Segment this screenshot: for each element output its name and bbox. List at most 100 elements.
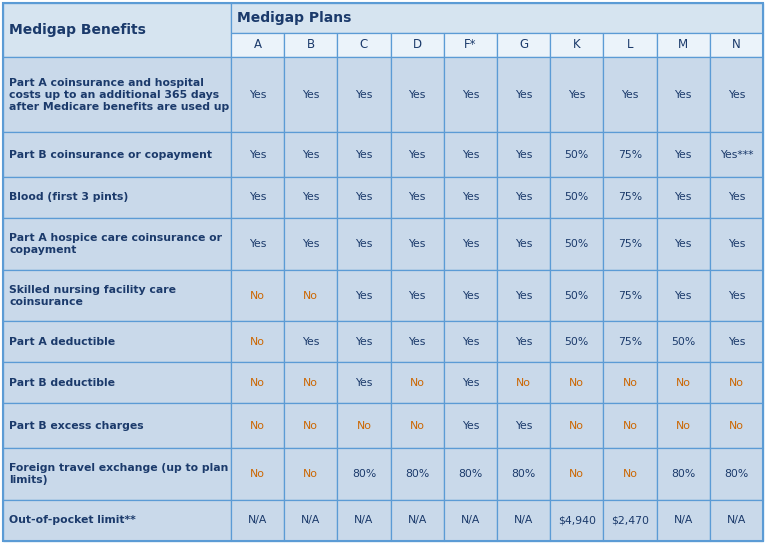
Bar xyxy=(337,177,391,218)
Bar xyxy=(284,177,337,218)
Text: No: No xyxy=(303,469,319,479)
Bar xyxy=(231,33,284,57)
Bar xyxy=(284,33,337,57)
Text: Yes: Yes xyxy=(675,239,692,249)
Bar xyxy=(337,403,391,448)
Bar xyxy=(550,57,604,133)
Text: Yes: Yes xyxy=(462,90,479,100)
Bar xyxy=(497,133,550,177)
Bar xyxy=(3,177,231,218)
Bar xyxy=(497,362,550,403)
Bar xyxy=(604,57,656,133)
Text: 80%: 80% xyxy=(512,469,535,479)
Text: No: No xyxy=(250,421,265,430)
Bar xyxy=(550,448,604,500)
Text: Part A hospice care coinsurance or
copayment: Part A hospice care coinsurance or copay… xyxy=(9,233,222,255)
Text: No: No xyxy=(516,378,531,388)
Bar xyxy=(3,3,231,57)
Text: Yes: Yes xyxy=(249,193,267,202)
Bar xyxy=(444,403,497,448)
Text: M: M xyxy=(678,39,689,52)
Bar xyxy=(284,57,337,133)
Bar xyxy=(231,500,284,541)
Bar xyxy=(391,500,444,541)
Bar xyxy=(710,33,763,57)
Text: Foreign travel exchange (up to plan
limits): Foreign travel exchange (up to plan limi… xyxy=(9,463,228,485)
Bar xyxy=(337,33,391,57)
Text: Part B excess charges: Part B excess charges xyxy=(9,421,144,430)
Text: Out-of-pocket limit**: Out-of-pocket limit** xyxy=(9,516,136,526)
Bar xyxy=(604,177,656,218)
Text: N/A: N/A xyxy=(514,516,533,526)
Bar xyxy=(284,321,337,362)
Text: Yes: Yes xyxy=(408,150,426,160)
Bar xyxy=(604,321,656,362)
Text: No: No xyxy=(729,421,744,430)
Text: No: No xyxy=(410,378,424,388)
Text: Yes: Yes xyxy=(355,90,373,100)
Bar xyxy=(391,133,444,177)
Text: Yes: Yes xyxy=(302,90,319,100)
Bar xyxy=(497,403,550,448)
Bar xyxy=(3,133,231,177)
Text: Medigap Benefits: Medigap Benefits xyxy=(9,23,146,37)
Bar xyxy=(497,500,550,541)
Bar xyxy=(3,500,231,541)
Text: N: N xyxy=(732,39,741,52)
Bar xyxy=(231,270,284,321)
Bar xyxy=(444,500,497,541)
Text: Yes: Yes xyxy=(302,150,319,160)
Text: No: No xyxy=(569,469,584,479)
Text: Yes: Yes xyxy=(462,290,479,301)
Bar xyxy=(337,57,391,133)
Bar xyxy=(710,321,763,362)
Text: Yes: Yes xyxy=(462,337,479,347)
Text: Yes: Yes xyxy=(675,290,692,301)
Bar xyxy=(444,33,497,57)
Bar xyxy=(656,403,710,448)
Bar xyxy=(231,321,284,362)
Bar xyxy=(391,403,444,448)
Text: N/A: N/A xyxy=(727,516,746,526)
Bar xyxy=(284,403,337,448)
Text: 75%: 75% xyxy=(618,193,642,202)
Bar xyxy=(231,57,284,133)
Text: $2,470: $2,470 xyxy=(611,516,649,526)
Bar xyxy=(550,500,604,541)
Bar xyxy=(710,218,763,270)
Bar xyxy=(3,270,231,321)
Text: 80%: 80% xyxy=(725,469,748,479)
Text: No: No xyxy=(303,421,319,430)
Text: G: G xyxy=(519,39,529,52)
Text: Yes: Yes xyxy=(355,290,373,301)
Bar xyxy=(391,362,444,403)
Bar xyxy=(550,177,604,218)
Text: No: No xyxy=(303,378,319,388)
Bar xyxy=(231,177,284,218)
Text: No: No xyxy=(623,421,637,430)
Text: K: K xyxy=(573,39,581,52)
Bar xyxy=(231,362,284,403)
Text: No: No xyxy=(729,378,744,388)
Bar xyxy=(604,500,656,541)
Bar xyxy=(3,403,231,448)
Text: Yes: Yes xyxy=(462,150,479,160)
Text: Part A deductible: Part A deductible xyxy=(9,337,115,347)
Text: Yes: Yes xyxy=(462,421,479,430)
Bar xyxy=(497,270,550,321)
Bar xyxy=(391,270,444,321)
Bar xyxy=(550,403,604,448)
Bar xyxy=(550,218,604,270)
Text: N/A: N/A xyxy=(301,516,320,526)
Bar xyxy=(3,321,231,362)
Text: 80%: 80% xyxy=(352,469,376,479)
Text: Yes: Yes xyxy=(408,90,426,100)
Bar xyxy=(337,500,391,541)
Text: Yes***: Yes*** xyxy=(719,150,753,160)
Text: 75%: 75% xyxy=(618,337,642,347)
Text: Yes: Yes xyxy=(408,193,426,202)
Text: L: L xyxy=(627,39,633,52)
Text: No: No xyxy=(569,421,584,430)
Text: D: D xyxy=(413,39,422,52)
Bar xyxy=(710,500,763,541)
